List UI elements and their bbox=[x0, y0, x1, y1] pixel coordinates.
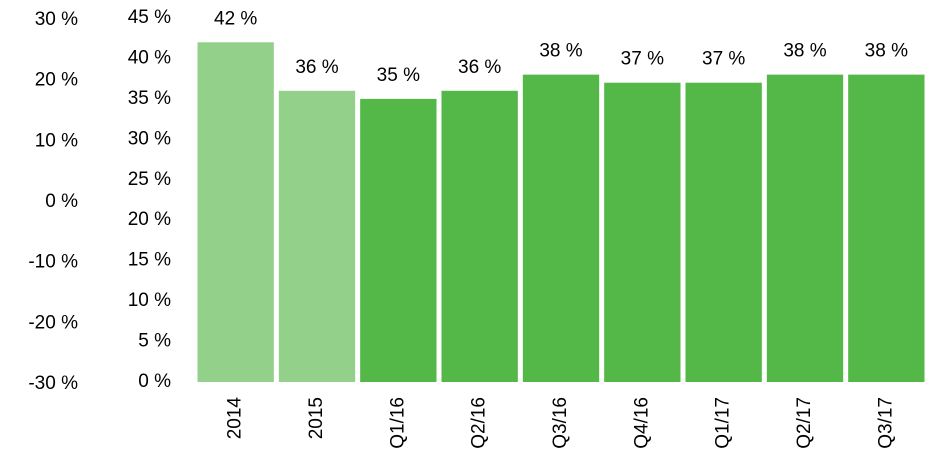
y-tick-label: 40 % bbox=[128, 47, 171, 68]
data-label: 42 % bbox=[214, 8, 257, 29]
y-tick-label: 25 % bbox=[128, 169, 171, 190]
bar bbox=[604, 82, 681, 382]
x-tick-label: Q3/16 bbox=[550, 397, 571, 449]
bar bbox=[278, 90, 356, 383]
y2-tick-label: -20 % bbox=[28, 312, 78, 333]
data-label: 38 % bbox=[865, 41, 908, 62]
y-tick-label: 10 % bbox=[128, 290, 171, 311]
y2-tick-label: 30 % bbox=[35, 9, 78, 30]
y-tick-label: 30 % bbox=[128, 128, 171, 149]
data-label: 36 % bbox=[458, 57, 501, 78]
bar bbox=[766, 74, 844, 382]
y-tick-label: 20 % bbox=[128, 209, 171, 230]
y2-tick-label: 10 % bbox=[35, 130, 78, 151]
y2-tick-label: -30 % bbox=[28, 373, 78, 394]
x-tick-label: 2015 bbox=[306, 397, 327, 439]
x-tick-label: 2014 bbox=[225, 397, 246, 440]
x-tick-label: Q3/17 bbox=[875, 397, 896, 449]
bar bbox=[522, 74, 600, 382]
x-tick-label: Q1/17 bbox=[713, 397, 734, 449]
data-label: 35 % bbox=[377, 65, 420, 86]
y-tick-label: 5 % bbox=[138, 331, 171, 352]
y-tick-label: 0 % bbox=[138, 371, 171, 392]
y-tick-label: 45 % bbox=[128, 7, 171, 28]
y2-tick-label: -10 % bbox=[28, 252, 78, 273]
x-tick-label: Q4/16 bbox=[631, 397, 652, 449]
data-label: 37 % bbox=[621, 49, 664, 70]
data-label: 38 % bbox=[783, 41, 826, 62]
y2-tick-label: 0 % bbox=[45, 191, 78, 212]
x-tick-label: Q1/16 bbox=[387, 397, 408, 449]
y2-tick-label: 20 % bbox=[35, 70, 78, 91]
y-tick-label: 35 % bbox=[128, 88, 171, 109]
bar bbox=[360, 98, 437, 382]
bar bbox=[441, 90, 518, 383]
bar bbox=[197, 42, 274, 383]
data-label: 36 % bbox=[295, 57, 338, 78]
x-tick-label: Q2/16 bbox=[469, 397, 490, 449]
data-label: 37 % bbox=[702, 49, 745, 70]
bar bbox=[848, 74, 925, 382]
x-tick-label: Q2/17 bbox=[794, 397, 815, 449]
y-tick-label: 15 % bbox=[128, 250, 171, 271]
data-label: 38 % bbox=[539, 41, 582, 62]
bar bbox=[685, 82, 762, 382]
